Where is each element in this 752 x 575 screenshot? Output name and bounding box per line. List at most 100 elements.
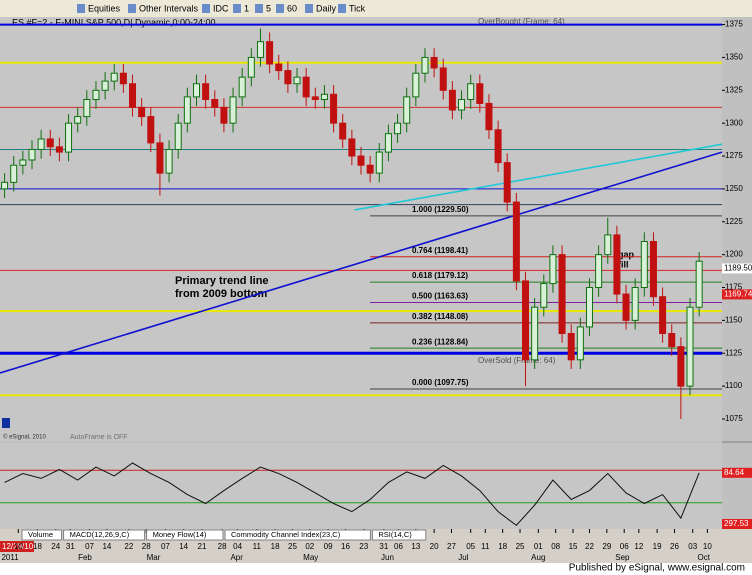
tab[interactable] <box>21 529 63 541</box>
annotation: gap <box>618 249 635 259</box>
x-tick-label: 11 <box>253 542 262 551</box>
toolbar-icon[interactable] <box>255 4 263 13</box>
tab[interactable] <box>63 529 146 541</box>
x-tick-label: 25 <box>516 542 525 551</box>
candle-body <box>156 142 164 174</box>
candle-body <box>668 333 676 348</box>
annotation: Primary trend line <box>175 275 269 287</box>
candle-body <box>211 99 219 108</box>
candle-body <box>138 106 146 118</box>
candle-body <box>439 67 447 91</box>
toolbar-button[interactable]: 1 <box>244 3 249 13</box>
tab[interactable] <box>146 529 224 541</box>
toolbar-button[interactable]: IDC <box>213 3 229 13</box>
tab[interactable] <box>224 529 371 541</box>
x-tick-label: 09 <box>324 542 333 551</box>
candle-body <box>558 254 566 335</box>
toolbar-icon[interactable] <box>233 4 241 13</box>
candle-body <box>129 83 137 108</box>
x-month-label: May <box>303 553 318 562</box>
x-tick-label: 28 <box>142 542 151 551</box>
candle-body <box>256 41 264 58</box>
candle-body <box>238 76 246 98</box>
tab[interactable] <box>371 529 427 541</box>
toolbar-icon[interactable] <box>305 4 313 13</box>
x-tick-label: 12 <box>634 542 643 551</box>
x-tick-label: 18 <box>271 542 280 551</box>
candle-body <box>494 129 502 164</box>
tab-label[interactable]: Commodity Channel Index(23,C) <box>231 530 341 539</box>
toolbar-button[interactable]: Equities <box>88 3 121 13</box>
tab-label[interactable]: RSI(14,C) <box>378 530 412 539</box>
candle-body <box>110 72 118 82</box>
candle-body <box>576 326 584 361</box>
candle-body <box>339 122 347 140</box>
y-tick-label: 1375 <box>725 20 743 29</box>
fib-label: 0.236 (1128.84) <box>412 337 468 346</box>
candle-body <box>229 96 237 124</box>
x-tick-label: 08 <box>551 542 560 551</box>
toolbar-button[interactable]: 60 <box>287 3 297 13</box>
toolbar-icon[interactable] <box>338 4 346 13</box>
y-tick-label: 1150 <box>725 315 743 324</box>
candle-body <box>1 181 9 190</box>
x-tick-label: 02 <box>305 542 314 551</box>
x-month-label: Oct <box>697 553 710 562</box>
footer: Published by eSignal, www.esignal.com <box>569 563 745 574</box>
y-tick-label: 1250 <box>725 184 743 193</box>
candle-body <box>220 106 228 124</box>
candle-body <box>375 151 383 174</box>
candle-body <box>421 56 429 74</box>
candle-body <box>37 138 45 150</box>
candle-body <box>622 293 630 321</box>
candle-body <box>348 138 356 157</box>
x-tick-label: 27 <box>447 542 456 551</box>
candle-body <box>65 122 73 153</box>
fib-label: 1.000 (1229.50) <box>412 205 469 214</box>
p-icon[interactable] <box>2 418 10 428</box>
toolbar-icon[interactable] <box>128 4 136 13</box>
toolbar-button[interactable]: Tick <box>349 3 366 13</box>
candle-body <box>83 99 91 118</box>
x-month-label: Jul <box>458 553 468 562</box>
candle-body <box>10 164 18 183</box>
indicator-line <box>4 462 700 527</box>
x-tick-label: 22 <box>585 542 594 551</box>
toolbar-icon[interactable] <box>276 4 284 13</box>
x-tick-label: 19 <box>653 542 662 551</box>
candle-body <box>101 80 109 91</box>
toolbar-icon[interactable] <box>77 4 85 13</box>
x-tick-label: 16 <box>341 542 350 551</box>
candle-body <box>677 346 685 387</box>
x-tick-label: 23 <box>359 542 368 551</box>
x-tick-label: 31 <box>66 542 75 551</box>
x-tick-label: 21 <box>198 542 207 551</box>
candle-body <box>275 63 283 72</box>
toolbar-icon[interactable] <box>202 4 210 13</box>
x-tick-label: 15 <box>569 542 578 551</box>
candle-body <box>695 260 703 308</box>
date-box-label: 12/29/10 <box>2 542 34 551</box>
overbought-label: OverBought (Frame: 64) <box>478 17 565 26</box>
fib-label: 0.618 (1179.12) <box>412 271 468 280</box>
candle-body <box>183 96 191 124</box>
x-tick-label: 05 <box>466 542 475 551</box>
toolbar-button[interactable]: Daily <box>316 3 337 13</box>
candle-body <box>485 102 493 131</box>
fib-label: 0.000 (1097.75) <box>412 378 469 387</box>
price-label-box <box>722 289 752 300</box>
x-month-label: Jun <box>381 553 394 562</box>
tab-label[interactable]: Volume <box>28 530 53 539</box>
x-tick-label: 01 <box>534 542 543 551</box>
y-tick-label: 1075 <box>725 414 743 423</box>
candle-body <box>311 96 319 101</box>
x-tick-label: 03 <box>688 542 697 551</box>
candle-body <box>320 93 328 101</box>
tab-label[interactable]: Money Flow(14) <box>153 530 207 539</box>
candle-body <box>412 72 420 98</box>
y-tick-label: 1175 <box>725 283 743 292</box>
x-month-label: 2011 <box>1 553 19 562</box>
toolbar-button[interactable]: Other Intervals <box>139 3 199 13</box>
tab-label[interactable]: MACD(12,26,9,C) <box>70 530 130 539</box>
toolbar-button[interactable]: 5 <box>266 3 271 13</box>
